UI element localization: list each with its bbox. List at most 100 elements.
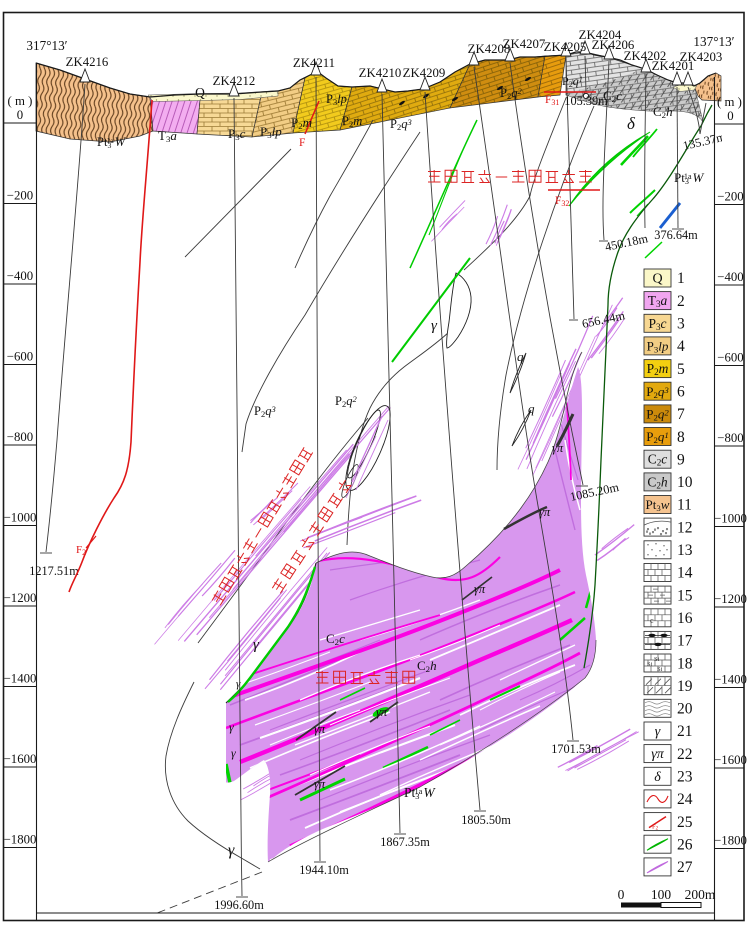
svg-text:15: 15: [677, 587, 693, 604]
svg-text:9: 9: [677, 451, 685, 468]
svg-text:γ: γ: [228, 842, 235, 859]
svg-text:γ: γ: [431, 318, 438, 334]
svg-text:376.64m: 376.64m: [654, 228, 698, 242]
svg-text:16: 16: [677, 610, 693, 627]
svg-text:1996.60m: 1996.60m: [214, 898, 264, 912]
svg-text:−1600: −1600: [4, 752, 37, 766]
svg-text:P2q1: P2q1: [646, 429, 669, 445]
svg-text:19: 19: [677, 678, 693, 695]
svg-text:0: 0: [618, 887, 625, 902]
svg-text:P2q2: P2q2: [646, 406, 669, 422]
svg-text:P3c: P3c: [228, 126, 246, 142]
svg-text:c: c: [650, 616, 654, 625]
svg-text:C2c: C2c: [326, 631, 345, 647]
svg-text:7: 7: [677, 406, 685, 423]
svg-text:( m ): ( m ): [8, 94, 33, 108]
svg-text:−1800: −1800: [714, 834, 747, 848]
svg-text:q: q: [517, 349, 524, 364]
svg-text:−600: −600: [7, 350, 33, 364]
svg-text:T3a: T3a: [648, 293, 668, 309]
svg-text:11: 11: [677, 497, 692, 514]
svg-text:γ: γ: [231, 746, 236, 760]
svg-text:Si: Si: [657, 666, 663, 673]
svg-text:P2q3: P2q3: [254, 404, 276, 419]
svg-text:γ: γ: [655, 725, 661, 740]
svg-text:Pt31aW: Pt31aW: [404, 785, 436, 801]
svg-text:−200: −200: [717, 190, 743, 204]
svg-text:P2m: P2m: [342, 114, 362, 129]
svg-text:23: 23: [677, 769, 693, 786]
svg-text:C2c: C2c: [648, 452, 668, 468]
svg-text:γ: γ: [236, 678, 241, 690]
svg-text:δ: δ: [654, 770, 661, 785]
svg-text:P2q3: P2q3: [646, 384, 669, 400]
svg-text:25: 25: [677, 814, 693, 831]
svg-text:γπ: γπ: [552, 441, 564, 455]
svg-text:ZK4205: ZK4205: [544, 40, 587, 54]
svg-text:1944.10m: 1944.10m: [299, 863, 349, 877]
svg-text:1217.51m: 1217.51m: [29, 564, 79, 578]
svg-text:P2q1: P2q1: [562, 74, 583, 89]
svg-text:24: 24: [677, 791, 693, 808]
svg-text:P3lp: P3lp: [326, 92, 347, 107]
svg-text:−1000: −1000: [714, 512, 747, 526]
svg-text:γ: γ: [229, 720, 234, 734]
svg-text:Pt31aW: Pt31aW: [97, 135, 127, 150]
svg-text:F32: F32: [555, 195, 569, 208]
svg-text:γπ: γπ: [314, 777, 326, 791]
svg-text:γ: γ: [253, 637, 260, 653]
svg-text:27: 27: [677, 859, 693, 876]
svg-text:Pt3w: Pt3w: [646, 497, 670, 513]
svg-text:100: 100: [651, 887, 672, 902]
svg-text:−800: −800: [7, 430, 33, 444]
svg-text:26: 26: [677, 836, 693, 853]
svg-text:C2h: C2h: [417, 658, 437, 674]
svg-text:5: 5: [677, 361, 685, 378]
svg-text:−400: −400: [717, 270, 743, 284]
svg-text:F2: F2: [652, 824, 659, 832]
svg-text:ZK4202: ZK4202: [624, 49, 667, 63]
svg-text:−1200: −1200: [4, 591, 37, 605]
svg-text:−600: −600: [717, 351, 743, 365]
svg-text:105.39m: 105.39m: [564, 94, 608, 108]
svg-text:−800: −800: [717, 431, 743, 445]
svg-text:q: q: [528, 401, 535, 416]
svg-text:P2q2: P2q2: [335, 394, 357, 409]
svg-text:P2m: P2m: [647, 361, 669, 377]
svg-text:ZK4203: ZK4203: [680, 50, 723, 64]
svg-text:22: 22: [677, 746, 693, 763]
svg-text:12: 12: [677, 519, 693, 536]
svg-text:P2q2: P2q2: [500, 86, 522, 101]
svg-text:317°13′: 317°13′: [26, 38, 67, 53]
svg-text:Si: Si: [654, 656, 660, 663]
svg-text:C2c: C2c: [603, 88, 622, 104]
svg-text:Q: Q: [652, 272, 662, 287]
svg-text:21: 21: [677, 723, 693, 740]
svg-text:P3c: P3c: [648, 316, 666, 332]
svg-text:F31: F31: [545, 94, 559, 107]
svg-text:−200: −200: [7, 189, 33, 203]
svg-text:P3lp: P3lp: [260, 124, 282, 140]
svg-text:6: 6: [677, 383, 685, 400]
svg-text:F: F: [299, 137, 305, 149]
svg-text:ZK4208: ZK4208: [468, 42, 511, 56]
svg-text:ZK4209: ZK4209: [403, 66, 446, 80]
svg-text:γπ: γπ: [314, 722, 326, 736]
svg-text:−1200: −1200: [714, 592, 747, 606]
svg-text:1: 1: [677, 270, 685, 287]
svg-text:20: 20: [677, 701, 693, 718]
svg-text:P3lp: P3lp: [647, 338, 669, 354]
svg-text:4: 4: [677, 338, 685, 355]
svg-text:Q: Q: [195, 85, 205, 100]
svg-text:P2m: P2m: [291, 115, 312, 131]
svg-text:1867.35m: 1867.35m: [380, 835, 430, 849]
svg-text:γπ: γπ: [474, 582, 486, 596]
svg-text:γπ: γπ: [539, 505, 551, 519]
svg-text:T3a: T3a: [158, 128, 177, 144]
svg-text:8: 8: [677, 429, 685, 446]
svg-text:C2h: C2h: [647, 474, 668, 490]
svg-text:2: 2: [677, 293, 685, 310]
svg-text:14: 14: [677, 565, 693, 582]
svg-text:17: 17: [677, 633, 693, 650]
svg-text:−1400: −1400: [714, 673, 747, 687]
